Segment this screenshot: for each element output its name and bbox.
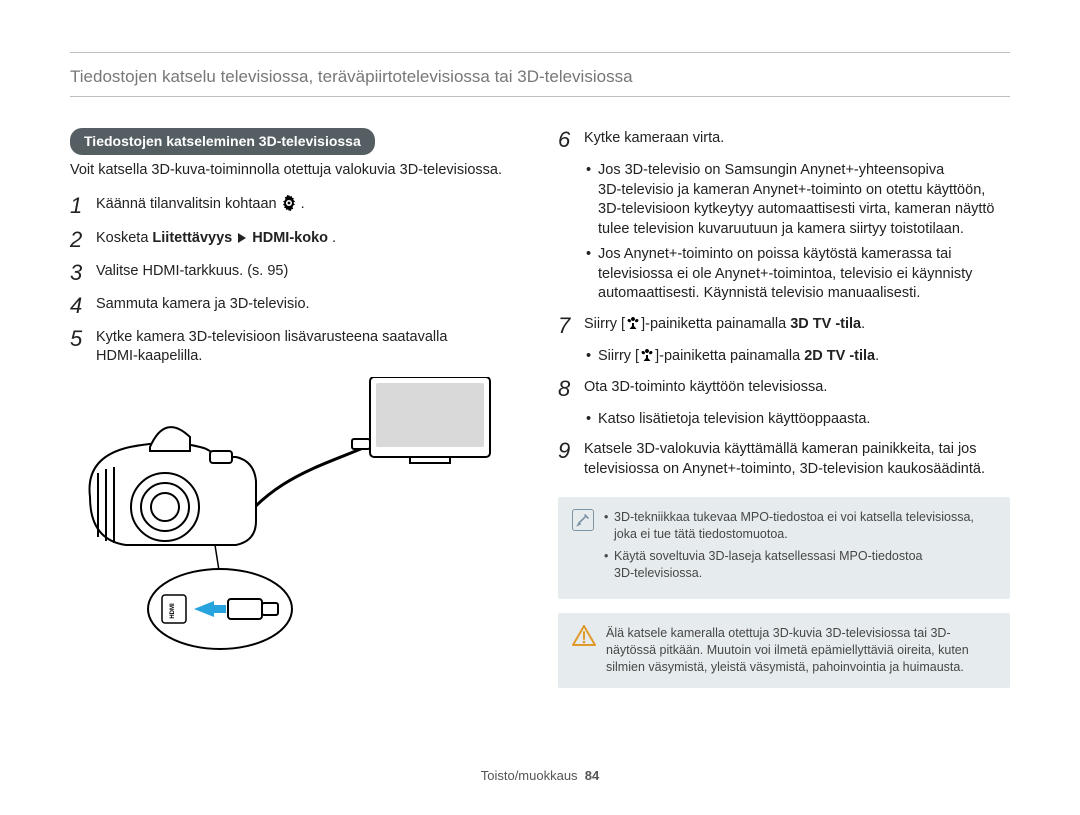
step-2: 2 Kosketa Liitettävyys HDMI-koko .: [70, 228, 522, 251]
note-item: Käytä soveltuvia 3D-laseja katsellessasi…: [604, 548, 996, 582]
step-6-bullets: Jos 3D-televisio on Samsungin Anynet+-yh…: [558, 161, 1010, 304]
bullet: Siirry [ ]-painiketta painamalla 2D TV -t…: [586, 347, 1010, 367]
step-6: 6 Kytke kameraan virta.: [558, 128, 1010, 151]
section-pill: Tiedostojen katseleminen 3D-televisiossa: [70, 128, 375, 155]
text: .: [301, 196, 305, 212]
step-8-bullets: Katso lisätietoja television käyttöoppaa…: [558, 410, 1010, 430]
text: ]-painiketta painamalla: [641, 316, 790, 332]
step-4: 4 Sammuta kamera ja 3D-televisio.: [70, 294, 522, 317]
bullet: Katso lisätietoja television käyttöoppaa…: [586, 410, 1010, 430]
bold: 3D TV -tila: [790, 316, 861, 332]
bold: Liitettävyys: [152, 230, 232, 246]
gear-icon: [281, 195, 297, 211]
text: Käännä tilanvalitsin kohtaan: [96, 196, 281, 212]
step-number: 3: [70, 261, 96, 284]
step-number: 8: [558, 377, 584, 400]
step-number: 7: [558, 314, 584, 337]
step-7: 7 Siirry [ ]-painiketta painamalla 3D TV …: [558, 314, 1010, 337]
right-column: 6 Kytke kameraan virta. Jos 3D-televisio…: [558, 128, 1010, 688]
step-text: Kytke kameraan virta.: [584, 128, 724, 149]
text: Siirry [: [598, 348, 639, 364]
step-text: Kosketa Liitettävyys HDMI-koko .: [96, 228, 336, 249]
svg-text:HDMI: HDMI: [170, 603, 176, 619]
bold: HDMI-koko: [252, 230, 328, 246]
illustration-svg: HDMI: [70, 377, 500, 657]
divider-top: [70, 52, 1010, 53]
step-number: 5: [70, 327, 96, 350]
content-columns: Tiedostojen katseleminen 3D-televisiossa…: [70, 128, 1010, 688]
step-9: 9 Katsele 3D-valokuvia käyttämällä kamer…: [558, 439, 1010, 479]
bullet: Jos 3D-televisio on Samsungin Anynet+-yh…: [586, 161, 1010, 239]
step-text: Käännä tilanvalitsin kohtaan .: [96, 194, 305, 215]
macro-icon: [639, 348, 655, 362]
step-text: Kytke kamera 3D-televisioon lisävarustee…: [96, 327, 522, 367]
note-list: 3D-tekniikkaa tukevaa MPO-tiedostoa ei v…: [604, 509, 996, 587]
warning-text: Älä katsele kameralla otettuja 3D-kuvia …: [606, 625, 996, 676]
step-text: Valitse HDMI-tarkkuus. (s. 95): [96, 261, 288, 282]
step-number: 9: [558, 439, 584, 462]
step-number: 6: [558, 128, 584, 151]
divider-under: [70, 96, 1010, 97]
step-number: 1: [70, 194, 96, 217]
step-text: Siirry [ ]-painiketta painamalla 3D TV -t…: [584, 314, 865, 335]
note-icon: [572, 509, 594, 531]
step-7-bullets: Siirry [ ]-painiketta painamalla 2D TV -t…: [558, 347, 1010, 367]
footer-label: Toisto/muokkaus: [481, 768, 578, 783]
warning-icon: [572, 625, 596, 647]
warning-box: Älä katsele kameralla otettuja 3D-kuvia …: [558, 613, 1010, 688]
connection-illustration: HDMI: [70, 377, 522, 657]
arrow-right-icon: [238, 233, 246, 243]
note-item: 3D-tekniikkaa tukevaa MPO-tiedostoa ei v…: [604, 509, 996, 543]
text: Siirry [: [584, 316, 625, 332]
page-footer: Toisto/muokkaus 84: [0, 767, 1080, 785]
left-column: Tiedostojen katseleminen 3D-televisiossa…: [70, 128, 522, 688]
footer-page: 84: [585, 768, 599, 783]
text: ]-painiketta painamalla: [655, 348, 804, 364]
text: .: [875, 348, 879, 364]
text: .: [332, 230, 336, 246]
step-text: Ota 3D-toiminto käyttöön televisiossa.: [584, 377, 827, 398]
note-box: 3D-tekniikkaa tukevaa MPO-tiedostoa ei v…: [558, 497, 1010, 599]
text: Kosketa: [96, 230, 152, 246]
step-3: 3 Valitse HDMI-tarkkuus. (s. 95): [70, 261, 522, 284]
step-number: 2: [70, 228, 96, 251]
text: .: [861, 316, 865, 332]
step-8: 8 Ota 3D-toiminto käyttöön televisiossa.: [558, 377, 1010, 400]
step-1: 1 Käännä tilanvalitsin kohtaan .: [70, 194, 522, 217]
bullet: Jos Anynet+-toiminto on poissa käytöstä …: [586, 245, 1010, 304]
intro-text: Voit katsella 3D-kuva-toiminnolla otettu…: [70, 161, 522, 181]
page-title: Tiedostojen katselu televisiossa, terävä…: [70, 66, 633, 89]
bold: 2D TV -tila: [804, 348, 875, 364]
step-text: Sammuta kamera ja 3D-televisio.: [96, 294, 310, 315]
macro-icon: [625, 316, 641, 330]
step-5: 5 Kytke kamera 3D-televisioon lisävarust…: [70, 327, 522, 367]
step-text: Katsele 3D-valokuvia käyttämällä kameran…: [584, 439, 1010, 479]
step-number: 4: [70, 294, 96, 317]
